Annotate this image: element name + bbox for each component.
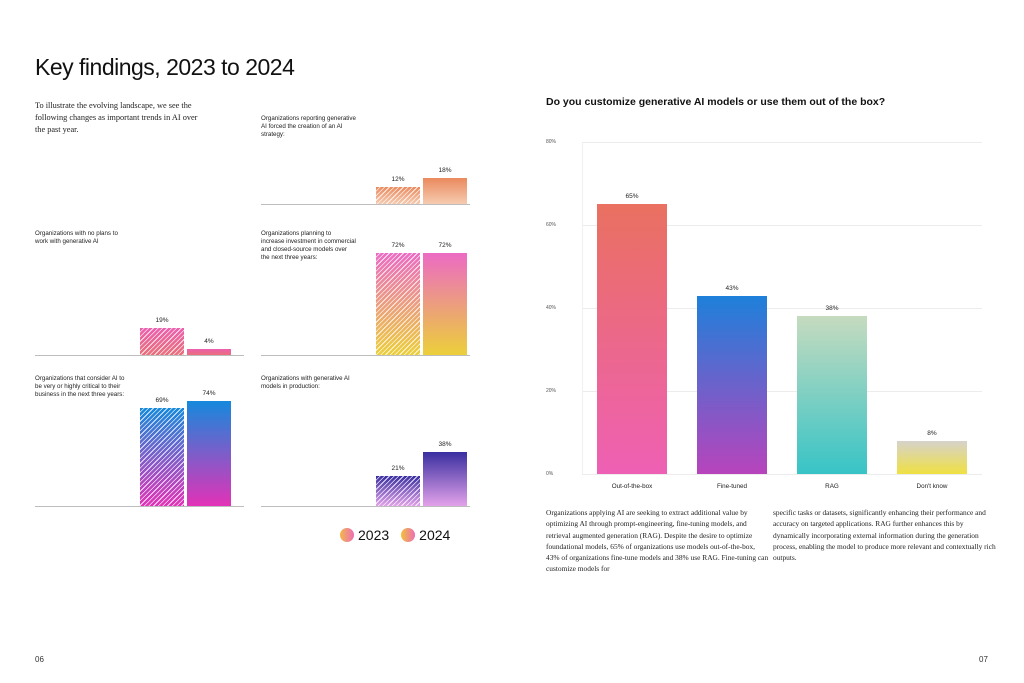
gridline <box>582 225 982 226</box>
intro-text: To illustrate the evolving landscape, we… <box>35 101 198 134</box>
gridline <box>582 391 982 392</box>
bar-fine-tuned <box>697 295 767 474</box>
baseline <box>35 506 244 507</box>
y-tick-label: 20% <box>546 388 557 394</box>
panel-label: Organizations with generative AI models … <box>261 375 350 390</box>
bar-2024 <box>187 400 231 506</box>
bar-value-label: 72% <box>391 241 405 249</box>
page-number-right: 07 <box>979 655 988 664</box>
y-tick-label: 40% <box>546 305 557 311</box>
bar-2024 <box>423 252 467 355</box>
body-text-col2: specific tasks or datasets, significantl… <box>773 508 996 563</box>
bar-value-label: 74% <box>202 389 216 397</box>
legend-item-2024: 2024 <box>401 527 450 543</box>
bar-value-label: 18% <box>438 167 452 175</box>
bar-2023 <box>376 252 420 355</box>
bar-2024 <box>423 452 467 506</box>
baseline <box>261 355 470 356</box>
solid-swatch-icon <box>401 528 416 542</box>
bar-value-label: 65% <box>625 193 639 201</box>
page-number-left: 06 <box>35 655 44 664</box>
panel-label: Organizations planning to increase inves… <box>261 230 356 261</box>
bar-don-t-know <box>897 440 967 474</box>
gridline <box>582 474 982 475</box>
legend-label: 2024 <box>419 527 451 543</box>
bar-2023 <box>140 408 184 506</box>
y-tick-label: 0% <box>546 471 554 477</box>
bar-value-label: 69% <box>155 397 169 405</box>
bar-2023 <box>376 476 420 506</box>
x-category-label: RAG <box>825 483 839 490</box>
bar-2023 <box>140 328 184 355</box>
chart-title: Do you customize generative AI models or… <box>546 96 886 108</box>
bar-rag <box>797 316 867 474</box>
x-category-label: Don't know <box>916 483 948 490</box>
bar-out-of-the-box <box>597 204 667 474</box>
bar-value-label: 8% <box>927 429 937 437</box>
baseline <box>35 355 244 356</box>
page-title: Key findings, 2023 to 2024 <box>35 54 295 80</box>
bar-2023 <box>376 186 420 204</box>
panel-label: Organizations that consider AI to be ver… <box>35 375 125 398</box>
bar-value-label: 72% <box>438 241 452 249</box>
legend-label: 2023 <box>358 527 390 543</box>
panel-label: Organizations reporting generative AI fo… <box>261 115 356 138</box>
bar-value-label: 4% <box>204 338 214 346</box>
bar-value-label: 19% <box>155 317 169 325</box>
gridline <box>582 308 982 309</box>
x-category-label: Out-of-the-box <box>611 483 653 490</box>
y-tick-label: 60% <box>546 222 557 228</box>
gridline <box>582 142 982 143</box>
bar-value-label: 21% <box>391 465 405 473</box>
baseline <box>261 506 470 507</box>
bar-value-label: 38% <box>438 441 452 449</box>
bar-value-label: 12% <box>391 175 405 183</box>
x-category-label: Fine-tuned <box>716 483 748 490</box>
baseline <box>261 204 470 205</box>
bar-value-label: 38% <box>825 305 839 313</box>
bar-2024 <box>423 178 467 204</box>
body-text-col1: Organizations applying AI are seeking to… <box>546 508 769 574</box>
legend: 2023 2024 <box>340 527 450 543</box>
legend-item-2023: 2023 <box>340 527 389 543</box>
panel-label: Organizations with no plans to work with… <box>35 230 118 245</box>
hatched-swatch-icon <box>340 528 354 542</box>
bar-2024 <box>187 349 231 355</box>
y-tick-label: 80% <box>546 139 557 145</box>
bar-value-label: 43% <box>725 284 739 292</box>
y-axis-line <box>582 142 583 474</box>
